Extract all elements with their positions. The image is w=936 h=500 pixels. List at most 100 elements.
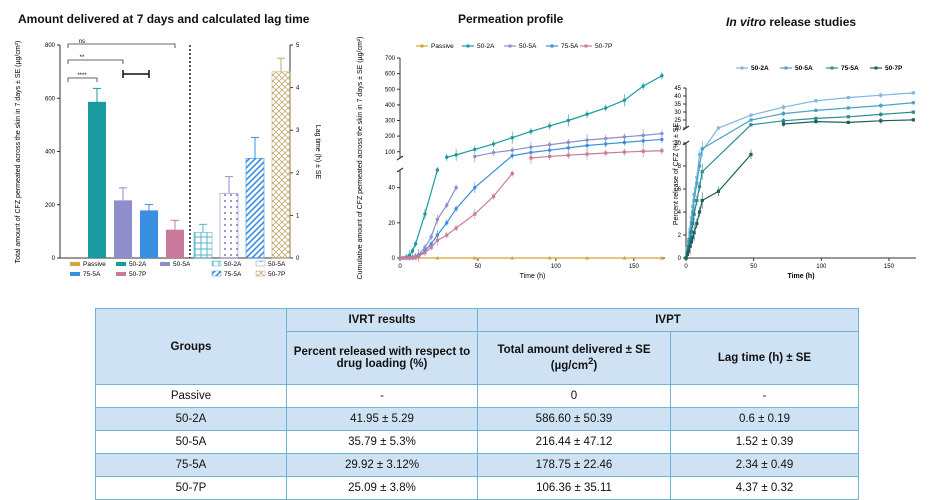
legend-label-75-5A: 75-5A bbox=[561, 43, 579, 50]
series-point-50-7P bbox=[716, 189, 721, 193]
cell-total: 586.60 ± 50.39 bbox=[477, 407, 671, 431]
total-column-header: Total amount delivered ± SE (µg/cm2) bbox=[477, 331, 671, 385]
y-tick-label: 8 bbox=[678, 164, 682, 170]
series-point-50-7P bbox=[684, 256, 688, 260]
chart-amount-lag: 0 200 400 600 800 0 1 2 3 4 5 Total amount of CFZ p… bbox=[15, 39, 321, 278]
legend-swatch-75-5A bbox=[70, 272, 80, 276]
series-point-50-5A bbox=[429, 235, 433, 239]
series-point-50-2A bbox=[435, 168, 440, 172]
results-table: Groups IVRT results IVPT Percent release… bbox=[95, 308, 859, 500]
series-point-50-7P bbox=[435, 238, 440, 242]
y-tick-label: 0 bbox=[392, 256, 396, 262]
chart-permeation-profile: 0 50 100 150 0 20 40 100 200 300 400 500 600 700 Time … bbox=[357, 37, 665, 280]
y-tick-label: 500 bbox=[385, 87, 396, 93]
y-tick-label: 20 bbox=[674, 126, 681, 132]
series-point-50-7P bbox=[692, 231, 696, 235]
x-tick-label: 50 bbox=[750, 264, 757, 270]
series-point-50-5A bbox=[423, 245, 427, 250]
series-point-50-5A bbox=[454, 185, 458, 190]
right-y-axis-label: Lag time (h) ± SE bbox=[314, 125, 321, 180]
lag-legend-swatch-50-2A bbox=[211, 260, 222, 267]
legend-label-50-7P: 50-7P bbox=[595, 43, 612, 50]
series-point-75-5A bbox=[547, 148, 552, 152]
series-point-50-2A bbox=[695, 175, 699, 180]
axis-break-mark bbox=[396, 155, 404, 173]
cell-group: 50-2A bbox=[95, 407, 287, 431]
y-tick-label: 25 bbox=[674, 118, 681, 124]
series-point-50-5A bbox=[691, 210, 695, 214]
series-point-75-5A bbox=[695, 198, 699, 203]
right-y-tick-label: 3 bbox=[296, 128, 300, 134]
legend-label-50-2A: 50-2A bbox=[129, 261, 147, 268]
series-point-50-5A bbox=[695, 181, 699, 185]
series-point-50-2A bbox=[423, 212, 427, 216]
legend-label-50-2A: 50-2A bbox=[477, 43, 495, 50]
table-row: 75-5A 29.92 ± 3.12% 178.75 ± 22.46 2.34 … bbox=[95, 453, 859, 477]
cell-total: 178.75 ± 22.46 bbox=[477, 453, 671, 477]
series-line-50-5A bbox=[685, 102, 914, 259]
y-axis-label: Percent release of CFZ (%) ± SE bbox=[673, 123, 680, 226]
series-point-50-5A bbox=[473, 154, 477, 159]
series-point-50-5A bbox=[749, 118, 753, 122]
series-point-50-2A bbox=[660, 74, 664, 78]
legend-marker-50-7P bbox=[874, 66, 878, 70]
series-point-50-2A bbox=[622, 98, 627, 102]
total-header-close: ) bbox=[593, 359, 598, 372]
cell-release: 29.92 ± 3.12% bbox=[286, 453, 478, 477]
ivpt-header: IVPT bbox=[477, 308, 859, 332]
lag-bar-50-7P bbox=[271, 71, 291, 259]
series-point-50-2A bbox=[413, 242, 418, 246]
lag-legend-label-75-5A: 75-5A bbox=[224, 271, 242, 278]
y-tick-label: 20 bbox=[388, 221, 395, 227]
y-axis-label: Cumulative amount of CFZ permeated acros… bbox=[357, 37, 364, 280]
significance-label: **** bbox=[77, 73, 87, 79]
series-point-50-7P bbox=[814, 120, 818, 124]
panel1-title: Amount delivered at 7 days and calculate… bbox=[18, 12, 310, 26]
legend-marker-50-2A bbox=[740, 66, 744, 70]
table-row: 50-2A 41.95 ± 5.29 586.60 ± 50.39 0.6 ± … bbox=[95, 407, 859, 431]
y-tick-label: 10 bbox=[674, 141, 681, 147]
series-point-50-2A bbox=[641, 84, 645, 88]
series-point-50-5A bbox=[846, 106, 850, 110]
cell-release: 41.95 ± 5.29 bbox=[286, 407, 478, 431]
series-point-50-5A bbox=[547, 143, 552, 147]
series-point-50-7P bbox=[410, 255, 415, 260]
lag-legend-swatch-50-7P bbox=[255, 270, 266, 277]
axis-break-mark bbox=[682, 125, 690, 146]
series-point-75-5A bbox=[692, 212, 696, 216]
series-point-Passive bbox=[585, 256, 590, 260]
cell-lag: 2.34 ± 0.49 bbox=[670, 453, 859, 477]
legend-label-50-5A: 50-5A bbox=[519, 43, 537, 50]
series-point-50-5A bbox=[435, 217, 440, 221]
y-axis-label: Total amount of CFZ permeated across the… bbox=[15, 41, 22, 264]
series-point-50-2A bbox=[473, 147, 477, 152]
series-point-75-5A bbox=[622, 140, 627, 145]
series-point-75-5A bbox=[566, 146, 571, 150]
series-point-50-7P bbox=[697, 210, 702, 214]
series-point-50-2A bbox=[510, 135, 514, 140]
cell-lag: - bbox=[670, 384, 859, 408]
series-point-50-5A bbox=[566, 140, 571, 145]
series-point-75-5A bbox=[585, 143, 589, 148]
total-header-text: Total amount delivered ± SE bbox=[497, 344, 651, 357]
series-point-50-7P bbox=[473, 212, 477, 216]
amount-bar-50-7P bbox=[166, 229, 184, 258]
series-point-50-2A bbox=[691, 204, 695, 208]
right-y-tick-label: 0 bbox=[296, 256, 300, 262]
series-point-50-7P bbox=[445, 233, 449, 237]
y-tick-label: 300 bbox=[385, 119, 396, 125]
x-tick-label: 150 bbox=[884, 264, 895, 270]
series-line-50-7P bbox=[530, 150, 662, 159]
lag-column-header: Lag time (h) ± SE bbox=[670, 331, 859, 385]
series-point-50-5A bbox=[445, 203, 449, 207]
series-point-50-7P bbox=[491, 194, 496, 198]
x-tick-label: 150 bbox=[629, 264, 640, 270]
series-point-75-5A bbox=[846, 115, 850, 119]
series-point-50-7P bbox=[688, 244, 692, 249]
legend-marker-75-5A bbox=[550, 44, 554, 48]
legend-marker-50-5A bbox=[508, 44, 512, 48]
series-point-50-7P bbox=[585, 152, 589, 156]
y-tick-label: 35 bbox=[674, 102, 681, 108]
cell-lag: 1.52 ± 0.39 bbox=[670, 430, 859, 454]
series-point-Passive bbox=[510, 256, 515, 260]
